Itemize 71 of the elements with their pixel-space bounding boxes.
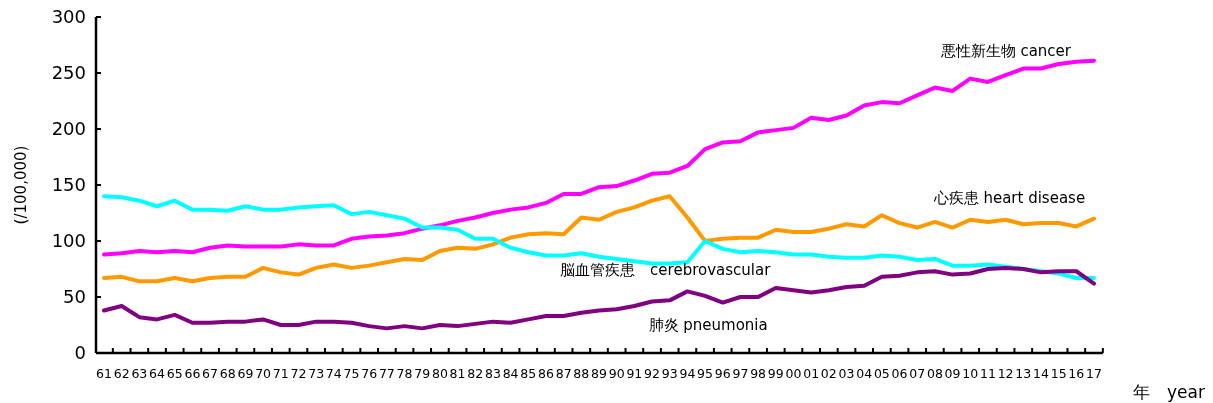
line-series xyxy=(102,58,1096,257)
x-tick-label: 08 xyxy=(926,366,943,381)
x-tick-label: 16 xyxy=(1068,366,1085,381)
x-tick-label: 99 xyxy=(767,366,784,381)
x-tick-label: 85 xyxy=(520,366,537,381)
x-axis-title: 年 year xyxy=(1133,382,1205,402)
x-tick-label: 03 xyxy=(838,366,855,381)
x-tick-label: 12 xyxy=(997,366,1014,381)
x-tick-label: 75 xyxy=(343,366,360,381)
x-tick-label: 09 xyxy=(944,366,961,381)
x-tick-label: 61 xyxy=(96,366,112,381)
x-tick-label: 92 xyxy=(644,366,660,381)
x-tick-label: 95 xyxy=(697,366,714,381)
x-tick-label: 69 xyxy=(237,366,254,381)
y-tick-label: 0 xyxy=(74,342,86,364)
x-tick-label: 82 xyxy=(467,366,484,381)
x-tick-label: 02 xyxy=(820,366,837,381)
x-tick-label: 96 xyxy=(714,366,731,381)
x-tick-label: 72 xyxy=(290,366,307,381)
x-tick-label: 70 xyxy=(255,366,272,381)
x-tick-label: 81 xyxy=(449,366,466,381)
x-tick-label: 77 xyxy=(378,366,395,381)
y-tick-label: 250 xyxy=(51,62,86,84)
series-label: 脳血管疾患 cerebrovascular xyxy=(560,260,772,279)
x-tick-label: 68 xyxy=(219,366,236,381)
y-tick-label: 150 xyxy=(51,174,86,196)
x-tick-label: 74 xyxy=(325,366,342,381)
y-tick-label: 200 xyxy=(51,118,86,140)
series-label: 心疾患 heart disease xyxy=(932,188,1086,207)
x-tick-label: 10 xyxy=(962,366,979,381)
x-tick-label: 14 xyxy=(1033,366,1049,381)
series-label: 肺炎 pneumonia xyxy=(648,316,768,335)
y-tick-label: 300 xyxy=(51,6,86,28)
x-tick-label: 90 xyxy=(608,366,625,381)
x-tick-label: 83 xyxy=(484,366,501,381)
x-tick-label: 07 xyxy=(909,366,926,381)
x-tick-label: 67 xyxy=(202,366,219,381)
series-label: 悪性新生物 cancer xyxy=(939,41,1072,60)
x-tick-label: 98 xyxy=(750,366,767,381)
x-tick-label: 63 xyxy=(131,366,148,381)
x-tick-label: 97 xyxy=(732,366,749,381)
y-axis-title: (/100,000) xyxy=(12,145,30,225)
x-tick-label: 86 xyxy=(538,366,554,381)
x-tick-label: 01 xyxy=(803,366,820,381)
x-tick-label: 78 xyxy=(396,366,413,381)
x-tick-label: 73 xyxy=(308,366,325,381)
x-tick-label: 64 xyxy=(149,366,166,381)
x-tick-label: 65 xyxy=(166,366,183,381)
y-tick-label: 100 xyxy=(51,230,86,252)
y-tick-label: 50 xyxy=(63,286,86,308)
x-tick-label: 04 xyxy=(856,366,873,381)
x-tick-label: 15 xyxy=(1050,366,1067,381)
x-tick-label: 87 xyxy=(555,366,572,381)
x-tick-label: 62 xyxy=(113,366,130,381)
x-tick-label: 93 xyxy=(661,366,678,381)
x-tick-label: 17 xyxy=(1086,366,1102,381)
x-tick-label: 88 xyxy=(573,366,590,381)
x-tick-label: 66 xyxy=(184,366,201,381)
x-tick-label: 76 xyxy=(361,366,378,381)
x-tick-label: 13 xyxy=(1015,366,1032,381)
x-tick-label: 91 xyxy=(626,366,643,381)
x-tick-label: 84 xyxy=(502,366,519,381)
x-tick-label: 80 xyxy=(431,366,448,381)
x-tick-label: 05 xyxy=(873,366,890,381)
x-tick-label: 06 xyxy=(891,366,908,381)
x-tick-label: 94 xyxy=(679,366,696,381)
x-tick-label: 79 xyxy=(414,366,431,381)
x-tick-label: 71 xyxy=(272,366,289,381)
x-tick-label: 00 xyxy=(785,366,802,381)
x-tick-label: 89 xyxy=(591,366,607,381)
x-tick-label: 11 xyxy=(979,366,996,381)
